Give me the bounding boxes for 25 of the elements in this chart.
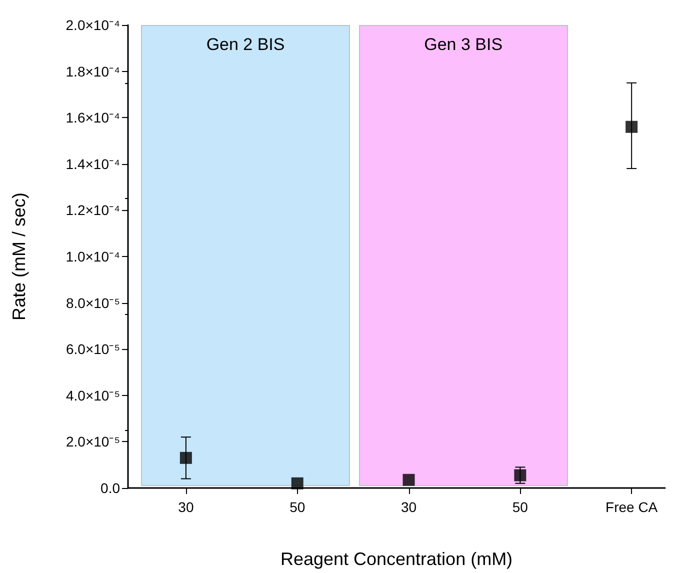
y-tick-label: 2.0×10⁻⁵ <box>66 434 120 450</box>
y-tick-label: 6.0×10⁻⁵ <box>66 341 120 358</box>
x-tick-label: Free CA <box>606 499 658 515</box>
x-tick-label: 30 <box>400 499 417 515</box>
point <box>291 477 304 490</box>
y-tick-label: 1.4×10⁻⁴ <box>66 156 120 172</box>
y-tick-label: 1.8×10⁻⁴ <box>66 63 120 80</box>
annotation: Gen 2 BIS <box>206 35 285 55</box>
y-tick-label: 8.0×10⁻⁵ <box>66 294 120 311</box>
annotation: Gen 3 BIS <box>424 35 503 55</box>
y-tick-label: 2.0×10⁻⁴ <box>66 17 120 33</box>
point <box>514 469 526 482</box>
point <box>626 120 638 133</box>
point <box>402 474 415 486</box>
y-tick-label: 1.0×10⁻⁴ <box>66 248 120 264</box>
x-tick-label: 50 <box>512 499 528 515</box>
y-tick-label: 1.2×10⁻⁴ <box>66 202 120 218</box>
y-tick-label: 4.0×10⁻⁵ <box>66 387 120 404</box>
x-tick-label: 30 <box>178 499 194 515</box>
y-tick-label: 0.0 <box>100 480 120 496</box>
y-tick-label: 1.6×10⁻⁴ <box>66 110 120 126</box>
point <box>180 452 192 464</box>
y-axis-title: Rate (mM / sec) <box>9 192 29 321</box>
x-axis-title: Reagent Concentration (mM) <box>280 549 513 569</box>
x-tick-label: 50 <box>290 499 306 515</box>
